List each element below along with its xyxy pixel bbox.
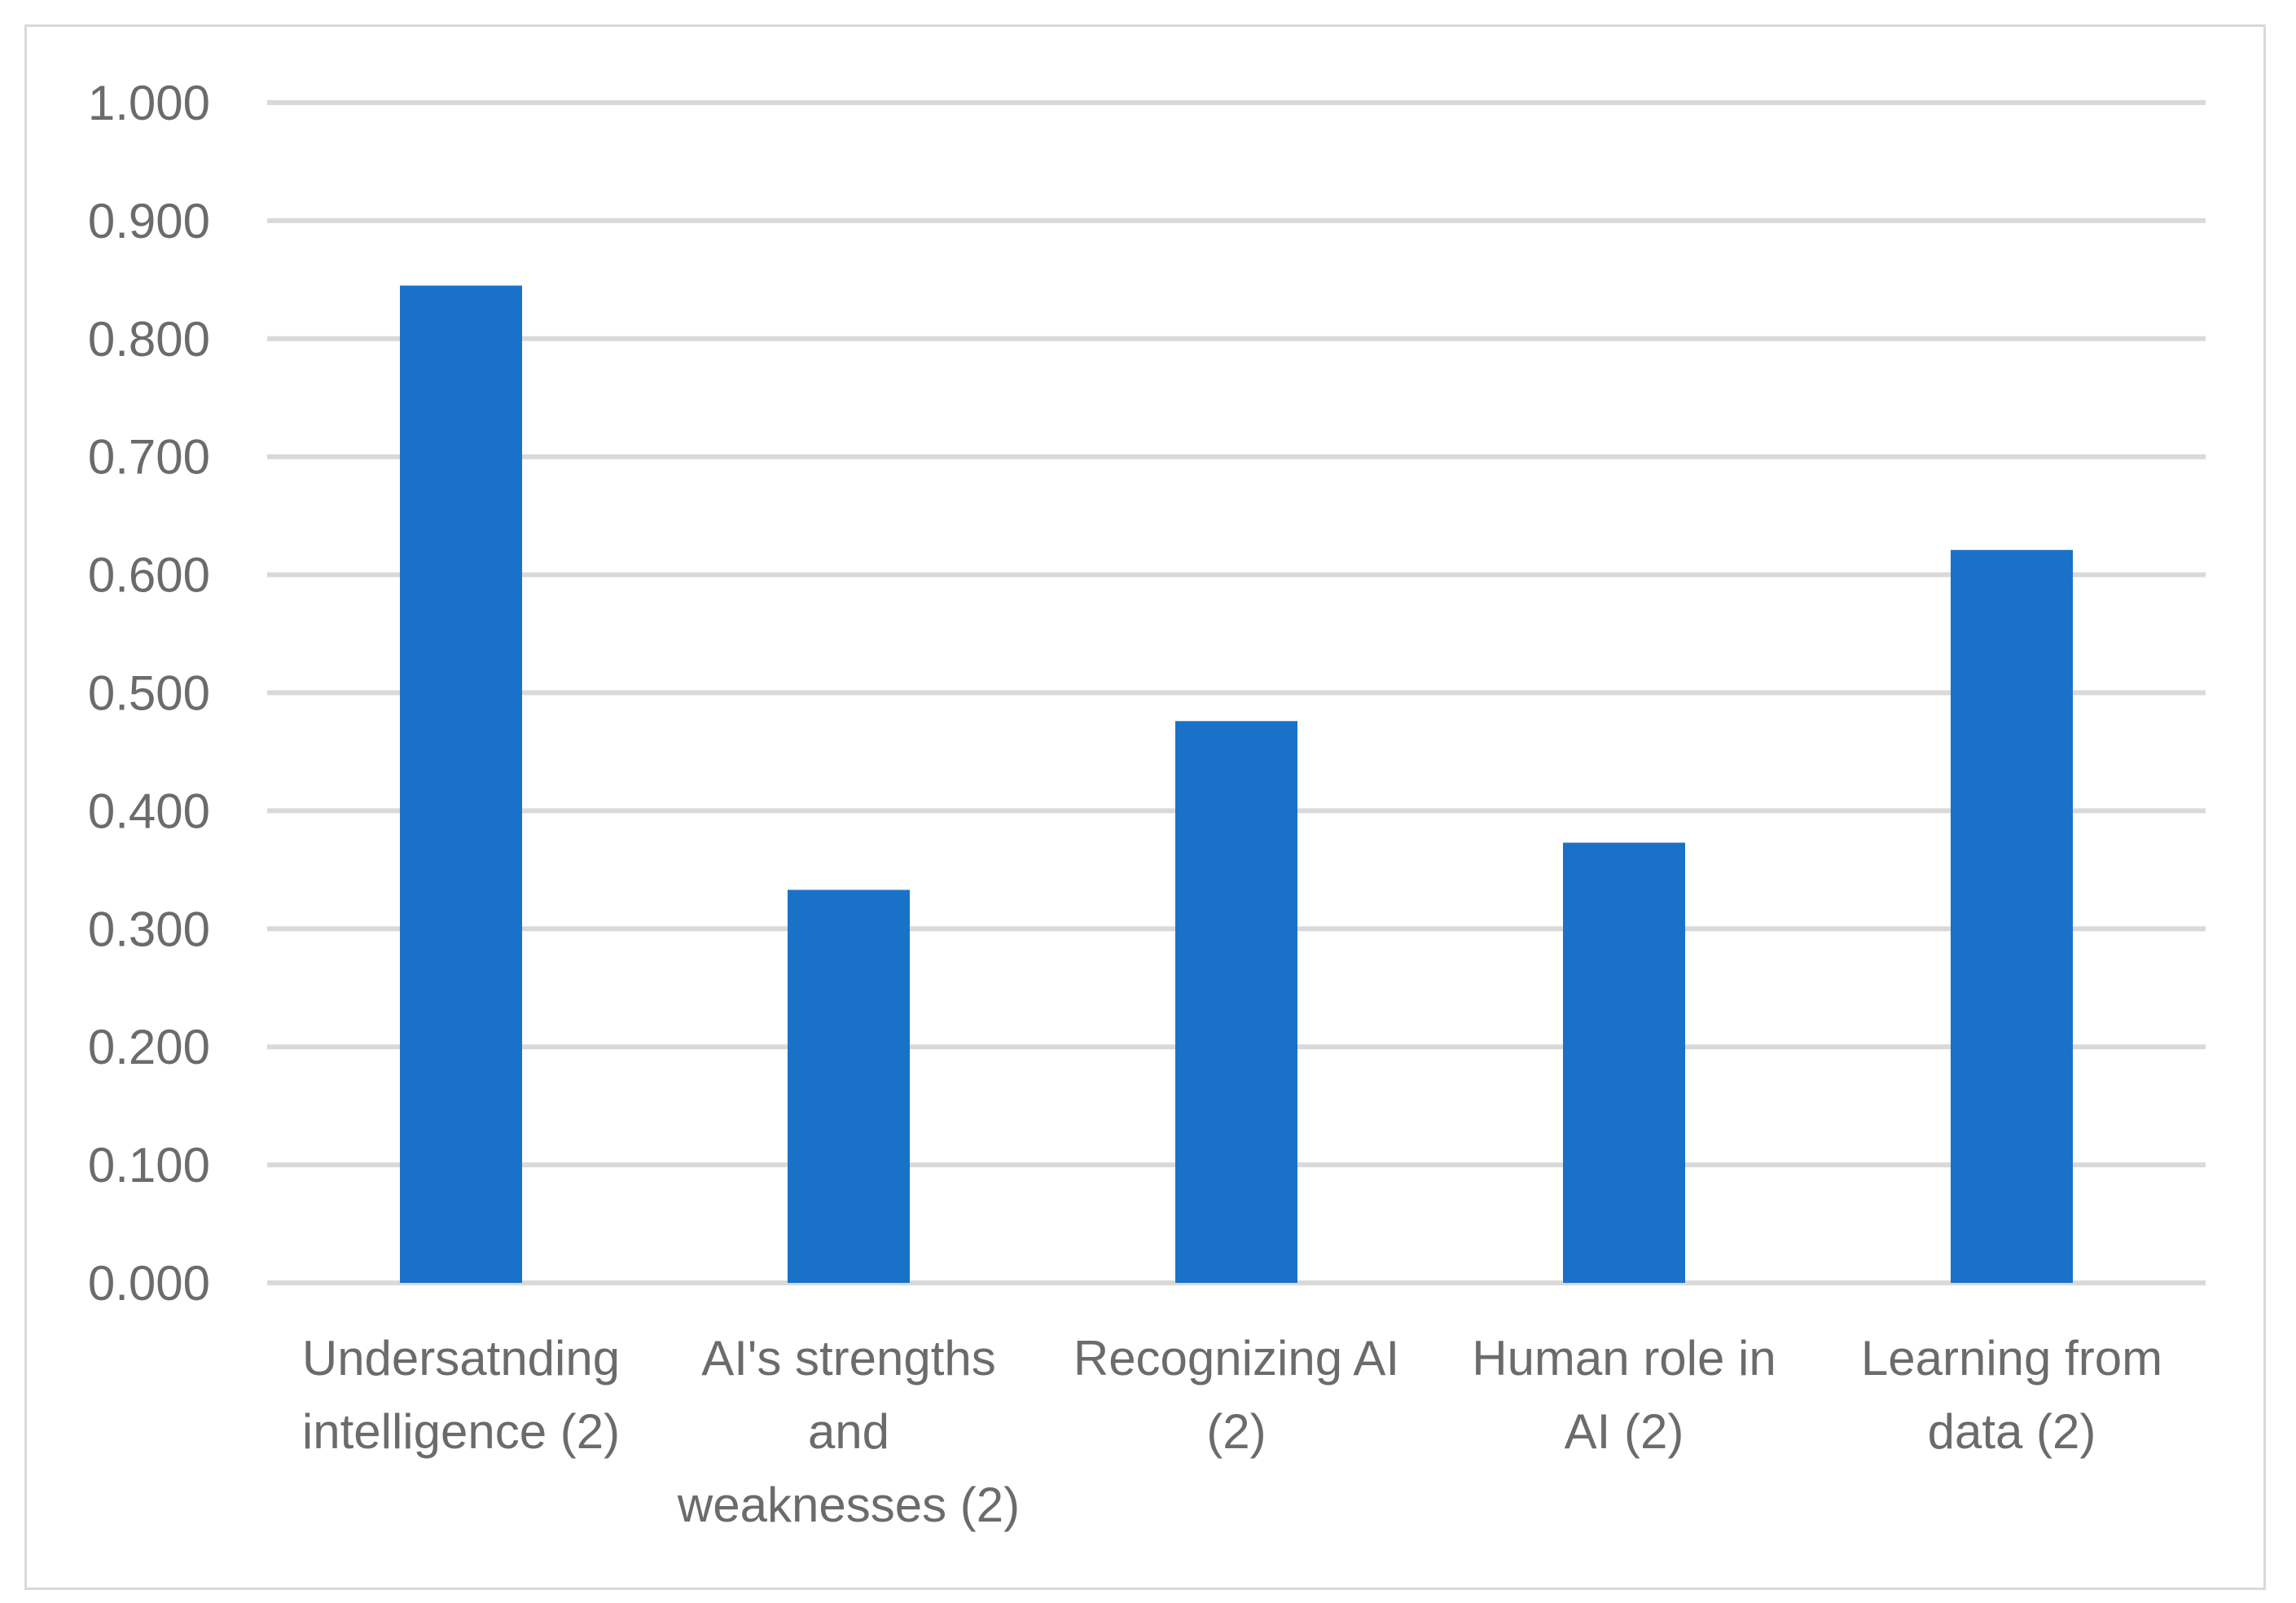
y-tick-label: 0.000 xyxy=(88,1256,210,1311)
y-tick-label: 0.700 xyxy=(88,430,210,485)
bar xyxy=(400,285,522,1284)
y-tick-label: 0.800 xyxy=(88,312,210,367)
chart-frame: 0.000 0.100 0.200 0.300 0.400 0.500 0.600 0.700… xyxy=(24,24,2266,1590)
x-category-label: Learning from xyxy=(1861,1331,2162,1386)
y-tick-label: 0.300 xyxy=(88,902,210,956)
x-category-label: Human role in xyxy=(1472,1331,1776,1386)
x-category-label: data (2) xyxy=(1928,1404,2096,1459)
bar xyxy=(788,889,910,1283)
y-tick-label: 1.000 xyxy=(88,76,210,130)
bars xyxy=(400,285,2073,1284)
y-tick-label: 0.600 xyxy=(88,548,210,603)
x-category-label: weaknesses (2) xyxy=(677,1478,1020,1532)
y-tick-label: 0.500 xyxy=(88,666,210,721)
bar-chart: 0.000 0.100 0.200 0.300 0.400 0.500 0.600 0.700… xyxy=(88,76,2206,1532)
x-category-label: (2) xyxy=(1206,1404,1266,1459)
y-tick-label: 0.100 xyxy=(88,1138,210,1192)
y-tick-label: 0.400 xyxy=(88,784,210,838)
x-category-label: AI (2) xyxy=(1565,1404,1684,1459)
bar xyxy=(1951,550,2073,1283)
x-category-label: intelligence (2) xyxy=(302,1404,620,1459)
bar xyxy=(1175,721,1297,1283)
y-axis-tick-labels: 0.000 0.100 0.200 0.300 0.400 0.500 0.600 0.700… xyxy=(88,76,210,1311)
x-category-label: and xyxy=(808,1404,889,1459)
x-category-label: Recognizing AI xyxy=(1073,1331,1399,1386)
y-tick-label: 0.900 xyxy=(88,194,210,248)
y-tick-label: 0.200 xyxy=(88,1020,210,1074)
x-axis-category-labels: Undersatnding intelligence (2) AI's streng… xyxy=(302,1331,2162,1532)
x-category-label: Undersatnding xyxy=(302,1331,620,1386)
x-category-label: AI's strengths xyxy=(701,1331,996,1386)
bar xyxy=(1563,842,1685,1283)
